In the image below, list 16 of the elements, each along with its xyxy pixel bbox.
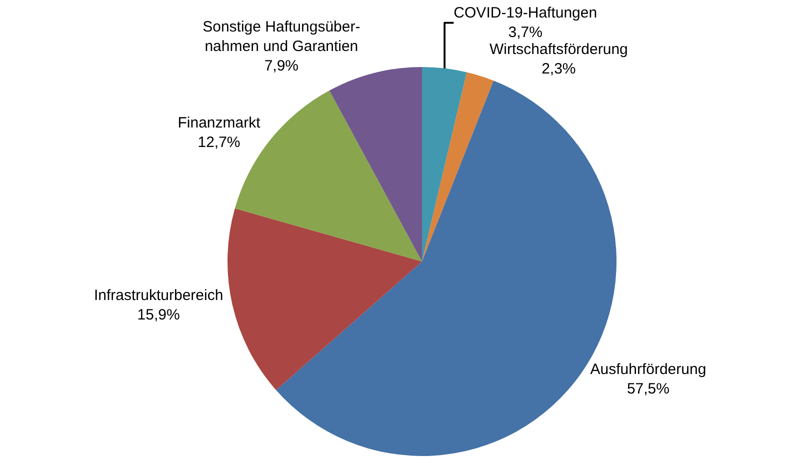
data-label: 3,7% xyxy=(508,24,542,42)
slice-label: Finanzmarkt xyxy=(178,114,262,132)
pie-slice xyxy=(422,67,467,262)
pie-slice xyxy=(228,208,422,390)
slice-label: Ausfuhrförderung xyxy=(590,361,706,378)
data-label: 7,9% xyxy=(264,58,299,75)
slice-label: Sonstige Haftungsüber- nahmen und Garantien xyxy=(202,18,360,56)
data-label: 15,9% xyxy=(137,306,180,324)
pie-slice xyxy=(329,67,422,262)
slice-label: Wirtschaftsförderung xyxy=(489,41,628,58)
slice-label: COVID-19-Haftungen xyxy=(454,4,598,22)
data-label: 12,7% xyxy=(198,134,240,152)
pie-slice xyxy=(422,72,494,262)
data-label: 2,3% xyxy=(542,60,576,78)
data-label: 57,5% xyxy=(626,380,670,398)
slice-label: Infrastrukturbereich xyxy=(94,287,224,304)
